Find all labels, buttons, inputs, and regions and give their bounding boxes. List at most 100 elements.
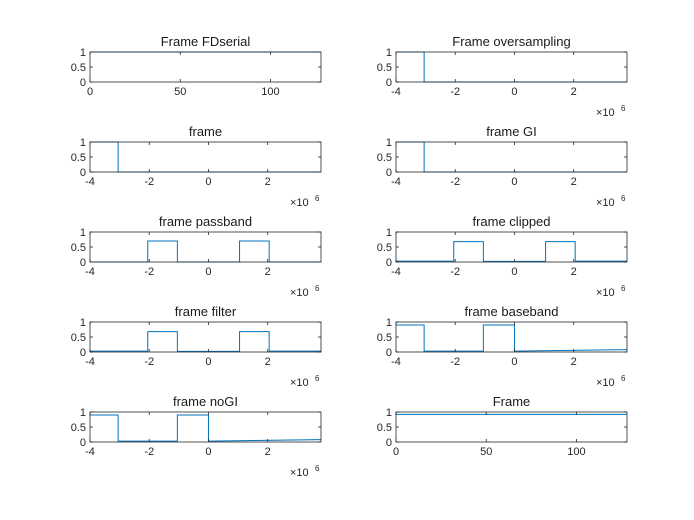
y-tick-label-9-1: 0.5: [377, 422, 392, 434]
y-tick-label-2-1: 0.5: [71, 152, 86, 164]
x-tick-label-3-0: -4: [391, 176, 401, 188]
series-line-1-0: [396, 51, 627, 83]
x-tick-label-8-0: -4: [85, 446, 95, 458]
x-multiplier-exponent-4: 6: [315, 284, 320, 293]
x-tick-label-5-2: 0: [511, 266, 517, 278]
axes-box-8: [89, 411, 322, 443]
x-multiplier-1: ×10: [596, 107, 615, 119]
y-tick-label-6-0: 0: [80, 347, 86, 359]
x-tick-label-1-2: 0: [511, 86, 517, 98]
series-line-8-0: [90, 414, 322, 442]
chart-title-2: frame: [189, 124, 222, 139]
y-tick-label-2-0: 0: [80, 167, 86, 179]
y-tick-label-9-0: 0: [386, 437, 392, 449]
x-tick-label-9-2: 100: [567, 446, 585, 458]
chart-title-7: frame baseband: [465, 304, 559, 319]
x-multiplier-8: ×10: [290, 467, 309, 479]
x-tick-label-6-1: -2: [144, 356, 154, 368]
x-multiplier-exponent-5: 6: [621, 284, 626, 293]
x-tick-label-1-3: 2: [571, 86, 577, 98]
y-tick-label-0-1: 0.5: [71, 62, 86, 74]
chart-title-1: Frame oversampling: [452, 34, 571, 49]
x-tick-label-4-3: 2: [265, 266, 271, 278]
x-tick-label-9-1: 50: [480, 446, 492, 458]
x-tick-label-1-1: -2: [450, 86, 460, 98]
y-tick-label-5-2: 1: [386, 227, 392, 239]
chart-title-3: frame GI: [486, 124, 537, 139]
x-tick-label-0-2: 100: [261, 86, 279, 98]
series-line-5-0: [396, 241, 627, 262]
axes-box-3: [395, 141, 628, 173]
x-tick-label-7-2: 0: [511, 356, 517, 368]
x-tick-label-5-1: -2: [450, 266, 460, 278]
y-tick-label-4-2: 1: [80, 227, 86, 239]
x-multiplier-exponent-1: 6: [621, 104, 626, 113]
y-tick-label-2-2: 1: [80, 137, 86, 149]
y-tick-label-7-1: 0.5: [377, 332, 392, 344]
axes-box-4: [89, 231, 322, 263]
chart-title-9: Frame: [493, 394, 531, 409]
x-tick-label-7-0: -4: [391, 356, 401, 368]
x-tick-label-4-0: -4: [85, 266, 95, 278]
y-tick-label-6-1: 0.5: [71, 332, 86, 344]
axes-box-6: [89, 321, 322, 353]
x-multiplier-3: ×10: [596, 197, 615, 209]
x-tick-label-8-1: -2: [144, 446, 154, 458]
y-tick-label-3-2: 1: [386, 137, 392, 149]
x-tick-label-2-3: 2: [265, 176, 271, 188]
chart-title-0: Frame FDserial: [161, 34, 251, 49]
y-tick-label-6-2: 1: [80, 317, 86, 329]
x-tick-label-5-0: -4: [391, 266, 401, 278]
x-multiplier-exponent-8: 6: [315, 464, 320, 473]
y-tick-label-1-2: 1: [386, 47, 392, 59]
series-line-2-0: [90, 141, 321, 173]
x-tick-label-0-1: 50: [174, 86, 186, 98]
chart-title-5: frame clipped: [472, 214, 550, 229]
x-tick-label-3-2: 0: [511, 176, 517, 188]
y-tick-label-4-0: 0: [80, 257, 86, 269]
y-tick-label-0-0: 0: [80, 77, 86, 89]
x-tick-label-9-0: 0: [393, 446, 399, 458]
x-tick-label-0-0: 0: [87, 86, 93, 98]
x-multiplier-exponent-3: 6: [621, 194, 626, 203]
series-line-4-0: [90, 240, 321, 263]
y-tick-label-4-1: 0.5: [71, 242, 86, 254]
series-line-3-0: [396, 141, 627, 173]
x-tick-label-4-1: -2: [144, 266, 154, 278]
x-multiplier-2: ×10: [290, 197, 309, 209]
y-tick-label-5-1: 0.5: [377, 242, 392, 254]
y-tick-label-9-2: 1: [386, 407, 392, 419]
x-tick-label-1-0: -4: [391, 86, 401, 98]
x-tick-label-7-1: -2: [450, 356, 460, 368]
x-multiplier-exponent-2: 6: [315, 194, 320, 203]
y-tick-label-5-0: 0: [386, 257, 392, 269]
series-line-6-0: [90, 331, 321, 352]
y-tick-label-8-1: 0.5: [71, 422, 86, 434]
x-multiplier-5: ×10: [596, 287, 615, 299]
x-tick-label-4-2: 0: [205, 266, 211, 278]
chart-title-4: frame passband: [159, 214, 252, 229]
axes-box-0: [89, 51, 322, 83]
y-tick-label-8-0: 0: [80, 437, 86, 449]
y-tick-label-0-2: 1: [80, 47, 86, 59]
x-tick-label-6-0: -4: [85, 356, 95, 368]
x-multiplier-6: ×10: [290, 377, 309, 389]
x-tick-label-8-3: 2: [265, 446, 271, 458]
x-tick-label-2-1: -2: [144, 176, 154, 188]
axes-box-1: [395, 51, 628, 83]
axes-box-7: [395, 321, 628, 353]
x-multiplier-exponent-6: 6: [315, 374, 320, 383]
x-multiplier-7: ×10: [596, 377, 615, 389]
axes-box-9: [395, 411, 628, 443]
y-tick-label-1-1: 0.5: [377, 62, 392, 74]
x-tick-label-7-3: 2: [571, 356, 577, 368]
chart-title-8: frame noGI: [173, 394, 238, 409]
axes-box-2: [89, 141, 322, 173]
x-tick-label-3-1: -2: [450, 176, 460, 188]
y-tick-label-8-2: 1: [80, 407, 86, 419]
x-tick-label-2-2: 0: [205, 176, 211, 188]
y-tick-label-7-0: 0: [386, 347, 392, 359]
chart-title-6: frame filter: [175, 304, 237, 319]
x-tick-label-2-0: -4: [85, 176, 95, 188]
